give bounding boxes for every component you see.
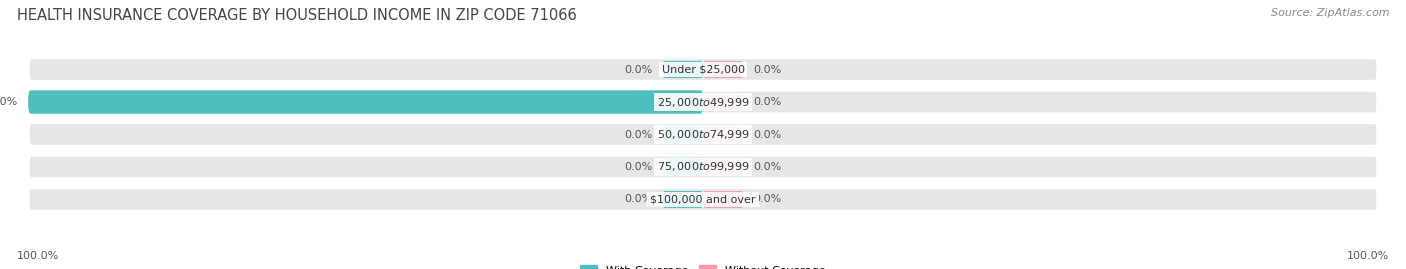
FancyBboxPatch shape [703, 126, 744, 143]
Text: Under $25,000: Under $25,000 [661, 65, 745, 75]
FancyBboxPatch shape [703, 158, 744, 175]
Text: 100.0%: 100.0% [0, 97, 18, 107]
Text: $50,000 to $74,999: $50,000 to $74,999 [657, 128, 749, 141]
FancyBboxPatch shape [662, 158, 703, 175]
FancyBboxPatch shape [703, 61, 744, 78]
Text: 0.0%: 0.0% [624, 129, 652, 140]
Text: 0.0%: 0.0% [754, 65, 782, 75]
Text: 0.0%: 0.0% [754, 129, 782, 140]
FancyBboxPatch shape [28, 90, 1378, 114]
Text: Source: ZipAtlas.com: Source: ZipAtlas.com [1271, 8, 1389, 18]
FancyBboxPatch shape [28, 188, 1378, 211]
Legend: With Coverage, Without Coverage: With Coverage, Without Coverage [576, 261, 830, 269]
Text: HEALTH INSURANCE COVERAGE BY HOUSEHOLD INCOME IN ZIP CODE 71066: HEALTH INSURANCE COVERAGE BY HOUSEHOLD I… [17, 8, 576, 23]
Text: 0.0%: 0.0% [754, 97, 782, 107]
Text: $25,000 to $49,999: $25,000 to $49,999 [657, 95, 749, 108]
Text: $75,000 to $99,999: $75,000 to $99,999 [657, 161, 749, 174]
FancyBboxPatch shape [28, 123, 1378, 146]
Text: 0.0%: 0.0% [624, 194, 652, 204]
FancyBboxPatch shape [28, 155, 1378, 179]
Text: $100,000 and over: $100,000 and over [650, 194, 756, 204]
FancyBboxPatch shape [703, 191, 744, 208]
Text: 100.0%: 100.0% [17, 251, 59, 261]
Text: 0.0%: 0.0% [754, 162, 782, 172]
Text: 0.0%: 0.0% [624, 65, 652, 75]
Text: 0.0%: 0.0% [754, 194, 782, 204]
FancyBboxPatch shape [662, 191, 703, 208]
Text: 0.0%: 0.0% [624, 162, 652, 172]
FancyBboxPatch shape [703, 94, 744, 111]
FancyBboxPatch shape [662, 61, 703, 78]
FancyBboxPatch shape [662, 126, 703, 143]
Text: 100.0%: 100.0% [1347, 251, 1389, 261]
FancyBboxPatch shape [28, 58, 1378, 81]
FancyBboxPatch shape [28, 90, 703, 114]
